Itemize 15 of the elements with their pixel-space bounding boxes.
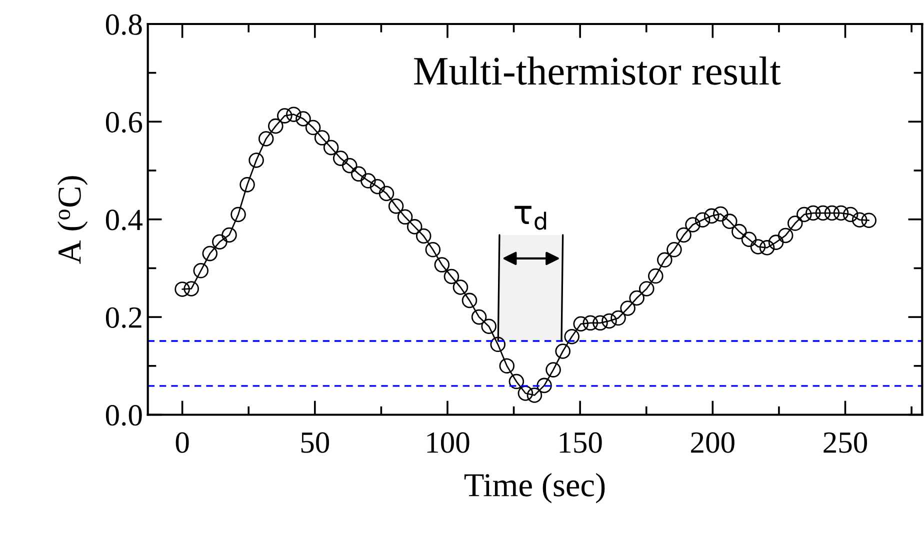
x-tick-label: 250 [824,432,868,453]
x-tick-label: 50 [301,432,330,453]
y-axis-title: A ($^{o}$C) [57,176,88,264]
x-axis-title: Time (sec) [464,473,605,504]
y-tick-label: 0.4 [106,210,142,230]
y-tick-label: 0.0 [106,405,142,426]
y-tick-label: 0.8 [106,14,142,36]
band-label: τ$_{d}$ [514,206,546,230]
text: Multi-thermistor result [414,56,781,85]
x-tick-label: 100 [427,432,470,453]
x-tick-label: 150 [560,432,602,453]
x-tick-label: 0 [176,432,189,453]
y-tick-label: 0.2 [106,307,142,328]
y-tick-label: 0.6 [106,112,142,133]
x-tick-label: 200 [691,432,734,453]
